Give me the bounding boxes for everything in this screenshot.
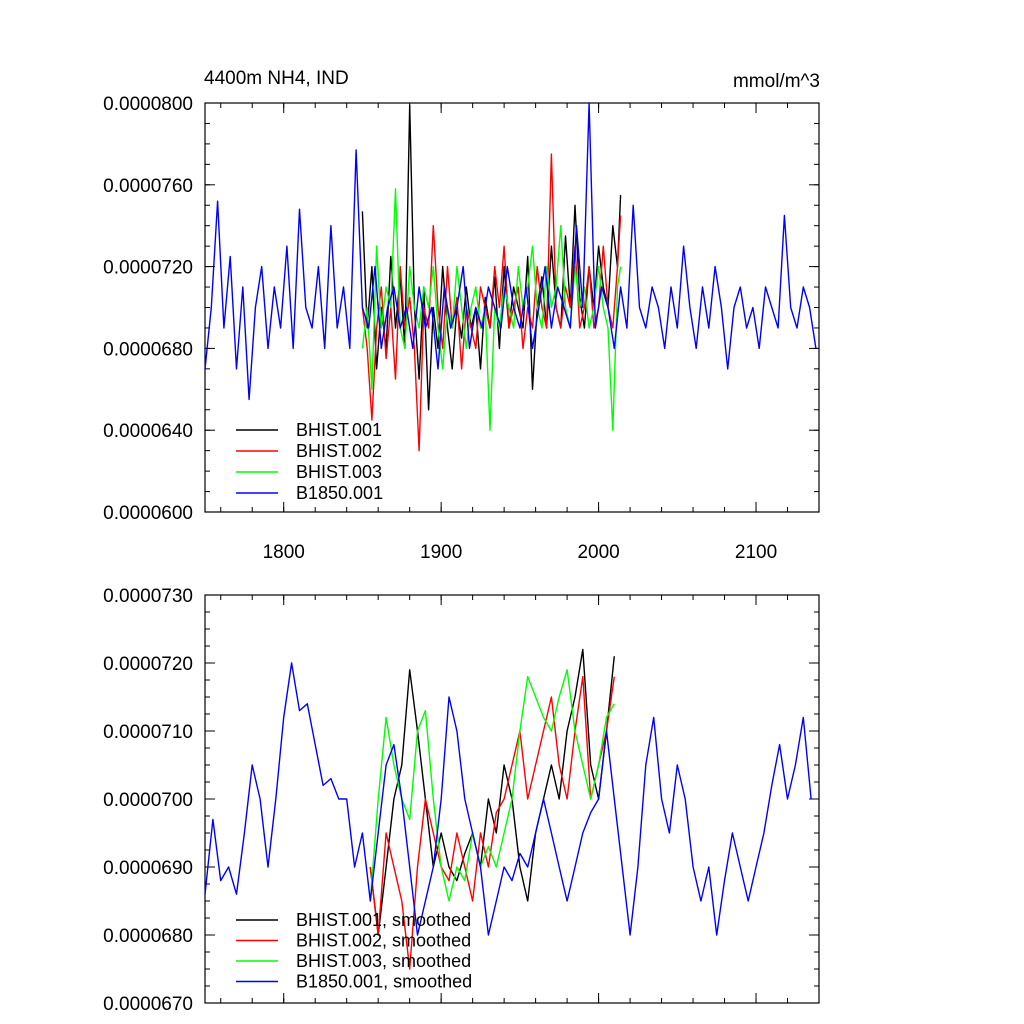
plot-title: 4400m NH4, IND — [204, 68, 349, 89]
legend-label: BHIST.002 — [296, 441, 382, 461]
series-line-b1850-001 — [204, 102, 817, 401]
x-tick-label: 1800 — [263, 542, 305, 563]
legend-label: BHIST.003 — [296, 462, 382, 482]
y-tick-label: 0.0000720 — [103, 258, 193, 279]
x-tick-label: 2000 — [577, 542, 619, 563]
series-line-bhist-003 — [361, 188, 622, 431]
legend-label: BHIST.003, smoothed — [296, 951, 471, 971]
top-panel: 4400m NH4, IND mmol/m^3 0.0000600 0.00006… — [103, 68, 820, 563]
series-line-b1850-001-smoothed — [204, 662, 812, 936]
y-tick-label: 0.0000800 — [103, 94, 193, 115]
y-tick-label: 0.0000720 — [103, 654, 193, 675]
x-tick-label: 2100 — [735, 542, 777, 563]
plot-units: mmol/m^3 — [733, 71, 820, 92]
series-line-bhist-003-smoothed — [369, 669, 615, 902]
y-tick-label: 0.0000680 — [103, 339, 193, 360]
y-tick-label: 0.0000690 — [103, 858, 193, 879]
y-tick-label: 0.0000710 — [103, 722, 193, 743]
legend-label: BHIST.001, smoothed — [296, 910, 471, 930]
y-tick-label: 0.0000760 — [103, 176, 193, 197]
series-line-bhist-001 — [361, 104, 622, 411]
legend-label: B1850.001, smoothed — [296, 972, 472, 992]
y-tick-label: 0.0000640 — [103, 421, 193, 442]
series-line-bhist-002-smoothed — [369, 675, 615, 970]
y-tick-label: 0.0000670 — [103, 994, 193, 1015]
y-tick-label: 0.0000730 — [103, 586, 193, 607]
legend-label: BHIST.002, smoothed — [296, 931, 471, 951]
x-tick-label: 1900 — [420, 542, 462, 563]
legend-label: B1850.001 — [296, 483, 383, 503]
bottom-panel: 0.0000670 0.0000680 0.0000690 0.0000700 0.00… — [103, 586, 820, 1015]
y-tick-label: 0.0000680 — [103, 926, 193, 947]
y-tick-label: 0.0000700 — [103, 790, 193, 811]
series-line-bhist-001-smoothed — [369, 648, 615, 936]
legend-label: BHIST.001 — [296, 420, 382, 440]
y-tick-label: 0.0000600 — [103, 503, 193, 524]
